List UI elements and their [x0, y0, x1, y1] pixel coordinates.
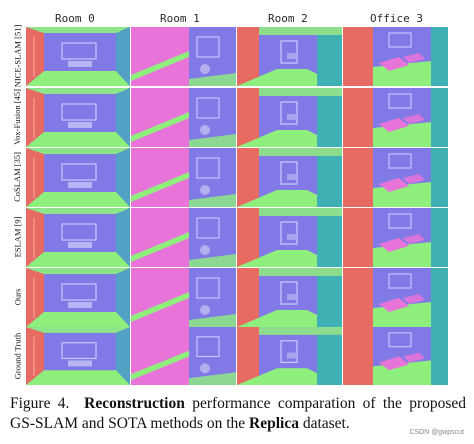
reconstruction-image — [131, 208, 236, 267]
reconstruction-image — [26, 268, 130, 327]
row-label-ours: Ours — [12, 288, 22, 306]
reconstruction-image — [237, 268, 342, 327]
reconstruction-image — [237, 327, 342, 385]
reconstruction-image — [26, 148, 130, 207]
caption-text-1: performance comparation of the proposed … — [10, 395, 467, 432]
reconstruction-image — [343, 148, 448, 207]
row-label-nice-slam: NICE-SLAM [51] — [12, 24, 23, 88]
reconstruction-image — [131, 88, 236, 147]
caption-prefix: Figure 4. — [10, 395, 70, 412]
figure-panel: Room 0 Room 1 Room 2 Office 3 NICE-SLAM … — [12, 12, 448, 385]
row-label-vox-fusion: Vox-Fusion [45] — [12, 89, 22, 145]
reconstruction-image — [26, 27, 130, 86]
column-header-room2: Room 2 — [268, 12, 308, 25]
reconstruction-image — [343, 208, 448, 267]
caption-bold-replica: Replica — [249, 415, 299, 432]
caption-text-2: dataset. — [298, 415, 350, 432]
reconstruction-image — [343, 327, 448, 385]
column-header-room0: Room 0 — [55, 12, 95, 25]
reconstruction-image — [131, 148, 236, 207]
figure-caption: Figure 4. Reconstruction performance com… — [10, 394, 466, 434]
reconstruction-image — [343, 27, 448, 86]
reconstruction-image — [131, 327, 236, 385]
reconstruction-image — [26, 88, 130, 147]
reconstruction-image — [343, 88, 448, 147]
reconstruction-image — [237, 148, 342, 207]
caption-bold-reconstruction: Reconstruction — [84, 395, 185, 412]
reconstruction-image — [26, 208, 130, 267]
reconstruction-image — [131, 27, 236, 86]
column-header-room1: Room 1 — [160, 12, 200, 25]
row-label-coslam: CoSLAM [35] — [12, 152, 23, 202]
reconstruction-image — [131, 268, 236, 327]
reconstruction-image — [237, 27, 342, 86]
reconstruction-image — [237, 208, 342, 267]
reconstruction-image — [26, 327, 130, 385]
column-header-office3: Office 3 — [370, 12, 423, 25]
row-label-eslam: ESLAM [9] — [12, 216, 23, 258]
row-label-ground-truth: Ground Truth — [12, 332, 22, 380]
reconstruction-image — [237, 88, 342, 147]
reconstruction-image — [343, 268, 448, 327]
watermark: CSDN @gwpscut — [409, 429, 464, 436]
